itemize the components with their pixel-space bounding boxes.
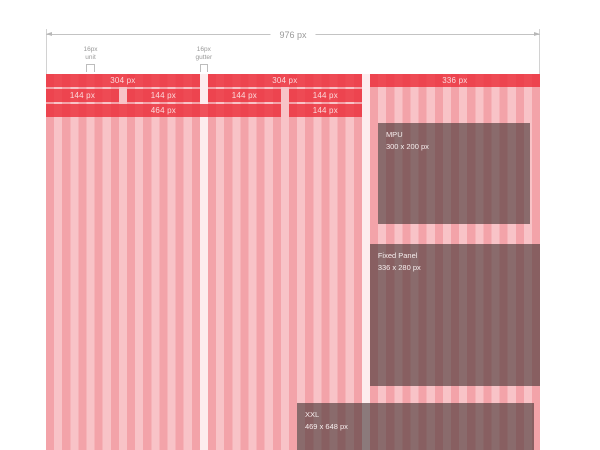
panel-xxl: XXL 469 x 648 px xyxy=(296,402,535,450)
width-bar-label: 144 px xyxy=(312,91,338,100)
gutter-annotation-line1: 16px xyxy=(196,46,211,53)
gutter-annotation: 16px gutter xyxy=(196,46,213,63)
panel-size: 469 x 648 px xyxy=(304,421,348,431)
panel-size: 300 x 200 px xyxy=(385,141,429,151)
gutter-marker-bracket xyxy=(199,64,208,72)
width-bar-label: 144 px xyxy=(150,91,176,100)
panel-title: Fixed Panel xyxy=(377,251,418,261)
width-bar-label: 464 px xyxy=(150,106,176,115)
width-bar-label: 144 px xyxy=(69,91,96,100)
dimension-end-tick-left xyxy=(46,29,47,74)
panel-title: MPU xyxy=(385,130,403,140)
unit-annotation-line1: 16px xyxy=(83,46,98,53)
unit-annotation-line2: unit xyxy=(85,54,96,62)
width-bar: 144 px xyxy=(46,89,119,102)
dimension-arrowhead-left-icon xyxy=(46,32,52,36)
width-bar: 336 px xyxy=(369,74,540,87)
grid-column-2 xyxy=(207,74,362,450)
grid-column-1 xyxy=(46,74,200,450)
width-bar-label: 144 px xyxy=(231,91,257,100)
width-bar-label: 336 px xyxy=(442,76,468,85)
gutter-annotation-line2: gutter xyxy=(195,54,213,62)
width-bar: 304 px xyxy=(46,74,200,87)
panel-mpu: MPU 300 x 200 px xyxy=(377,123,530,225)
width-bar: 144 px xyxy=(126,89,200,102)
width-bar: 464 px xyxy=(46,104,281,117)
unit-annotation: 16px unit xyxy=(83,46,97,63)
unit-marker-bracket xyxy=(86,64,95,72)
panel-title: XXL xyxy=(304,409,320,419)
panel-size: 336 x 280 px xyxy=(377,262,421,272)
dimension-arrowhead-right-icon xyxy=(534,32,540,36)
width-bar-label: 304 px xyxy=(272,76,298,85)
total-width-label: 976 px xyxy=(270,30,316,40)
width-bar: 144 px xyxy=(207,89,281,102)
dimension-end-tick-right xyxy=(539,29,540,74)
width-bar: 144 px xyxy=(288,89,362,102)
width-bar: 304 px xyxy=(207,74,362,87)
width-bar-label: 304 px xyxy=(110,76,136,85)
width-bar: 144 px xyxy=(288,104,362,117)
width-bar-label: 144 px xyxy=(312,106,338,115)
panel-fixed-panel: Fixed Panel 336 x 280 px xyxy=(369,244,540,386)
